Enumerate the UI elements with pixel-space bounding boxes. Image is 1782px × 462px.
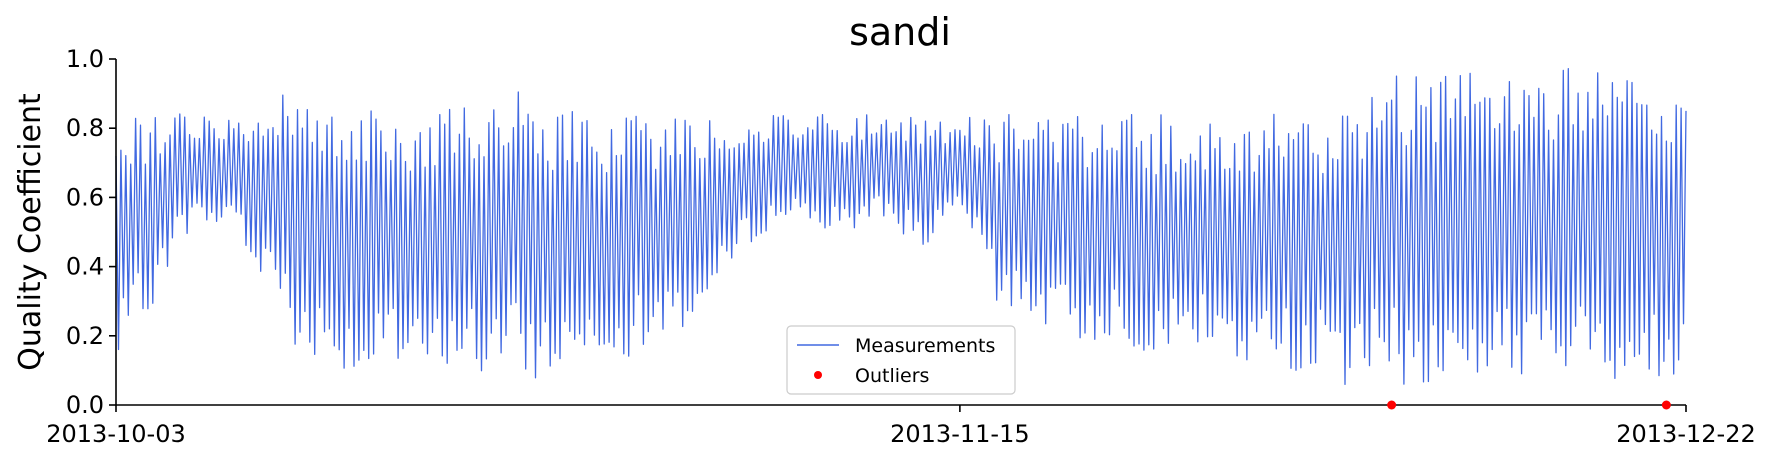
measurements-line xyxy=(115,68,1687,386)
y-tick-label: 0.4 xyxy=(66,253,104,281)
legend-frame xyxy=(786,325,1016,395)
outlier-point xyxy=(1387,400,1397,410)
y-tick-label: 0.0 xyxy=(66,391,104,419)
y-tick-label: 0.8 xyxy=(66,114,104,142)
y-tick-label: 0.6 xyxy=(66,183,104,211)
axes: 0.0 0.2 0.4 0.6 0.8 1.0 2013-10-03 2013-11-15 20… xyxy=(46,45,1755,448)
y-tick-label: 1.0 xyxy=(66,45,104,73)
plot-area xyxy=(115,68,1687,386)
x-tick-label: 2013-12-22 xyxy=(1616,420,1755,448)
x-tick-label: 2013-11-15 xyxy=(890,420,1029,448)
legend: Measurements Outliers xyxy=(786,325,1016,395)
chart-title: sandi xyxy=(849,10,951,54)
outlier-point xyxy=(1661,400,1671,410)
y-tick-label: 0.2 xyxy=(66,322,104,350)
x-tick-label: 2013-10-03 xyxy=(46,420,185,448)
legend-measurements-label: Measurements xyxy=(855,335,995,357)
y-axis-label: Quality Coefficient xyxy=(13,93,48,371)
legend-outliers-swatch xyxy=(814,371,822,379)
outliers-layer xyxy=(1387,400,1671,410)
legend-outliers-label: Outliers xyxy=(855,365,929,387)
